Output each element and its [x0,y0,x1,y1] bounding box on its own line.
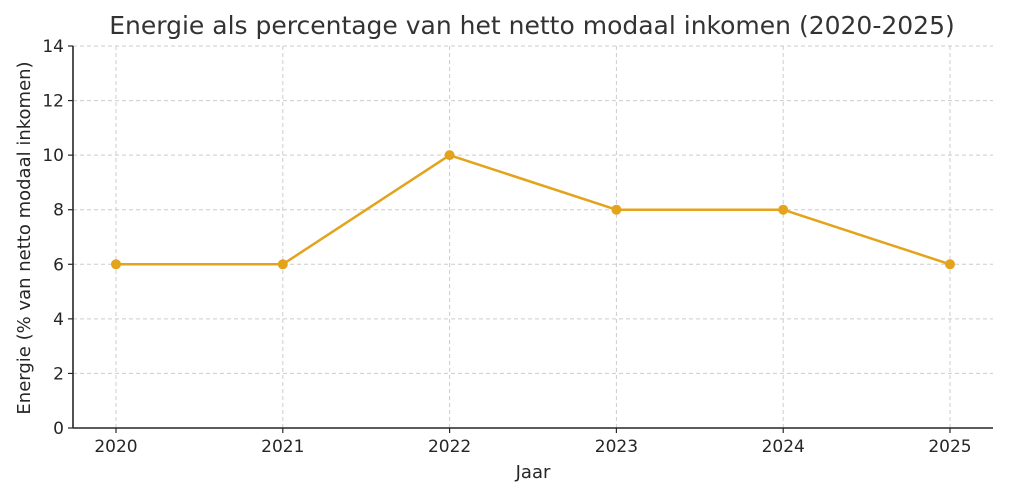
y-tick-label: 4 [53,310,64,330]
data-point-marker [945,259,955,270]
series-line [116,153,951,266]
data-point-marker [111,259,121,270]
y-tick-label: 12 [42,92,64,112]
data-point-marker [611,204,622,215]
y-axis-label: Energie (% van netto modaal inkomen) [14,61,35,414]
x-tick-label: 2021 [261,437,304,457]
x-tick-label: 2025 [928,437,971,457]
data-series [111,150,955,270]
y-tick-label: 14 [42,37,64,57]
data-point-marker [444,150,455,161]
data-point-marker [277,259,288,270]
x-axis-ticks: 2020 2021 2022 2023 2024 2025 [94,428,972,457]
y-tick-label: 0 [53,419,64,439]
x-tick-label: 2024 [762,437,805,457]
x-tick-label: 2020 [94,437,137,457]
y-tick-label: 2 [53,364,64,384]
x-tick-label: 2023 [595,437,638,457]
x-tick-label: 2022 [428,437,471,457]
y-axis-ticks: 0 2 4 6 8 10 12 14 [42,37,73,439]
y-tick-label: 8 [53,201,64,221]
grid-lines [73,45,993,428]
y-tick-label: 10 [42,146,64,166]
x-axis-label: Jaar [515,462,551,483]
y-tick-label: 6 [53,255,64,275]
data-point-marker [778,204,789,215]
chart-title: Energie als percentage van het netto mod… [109,11,954,40]
